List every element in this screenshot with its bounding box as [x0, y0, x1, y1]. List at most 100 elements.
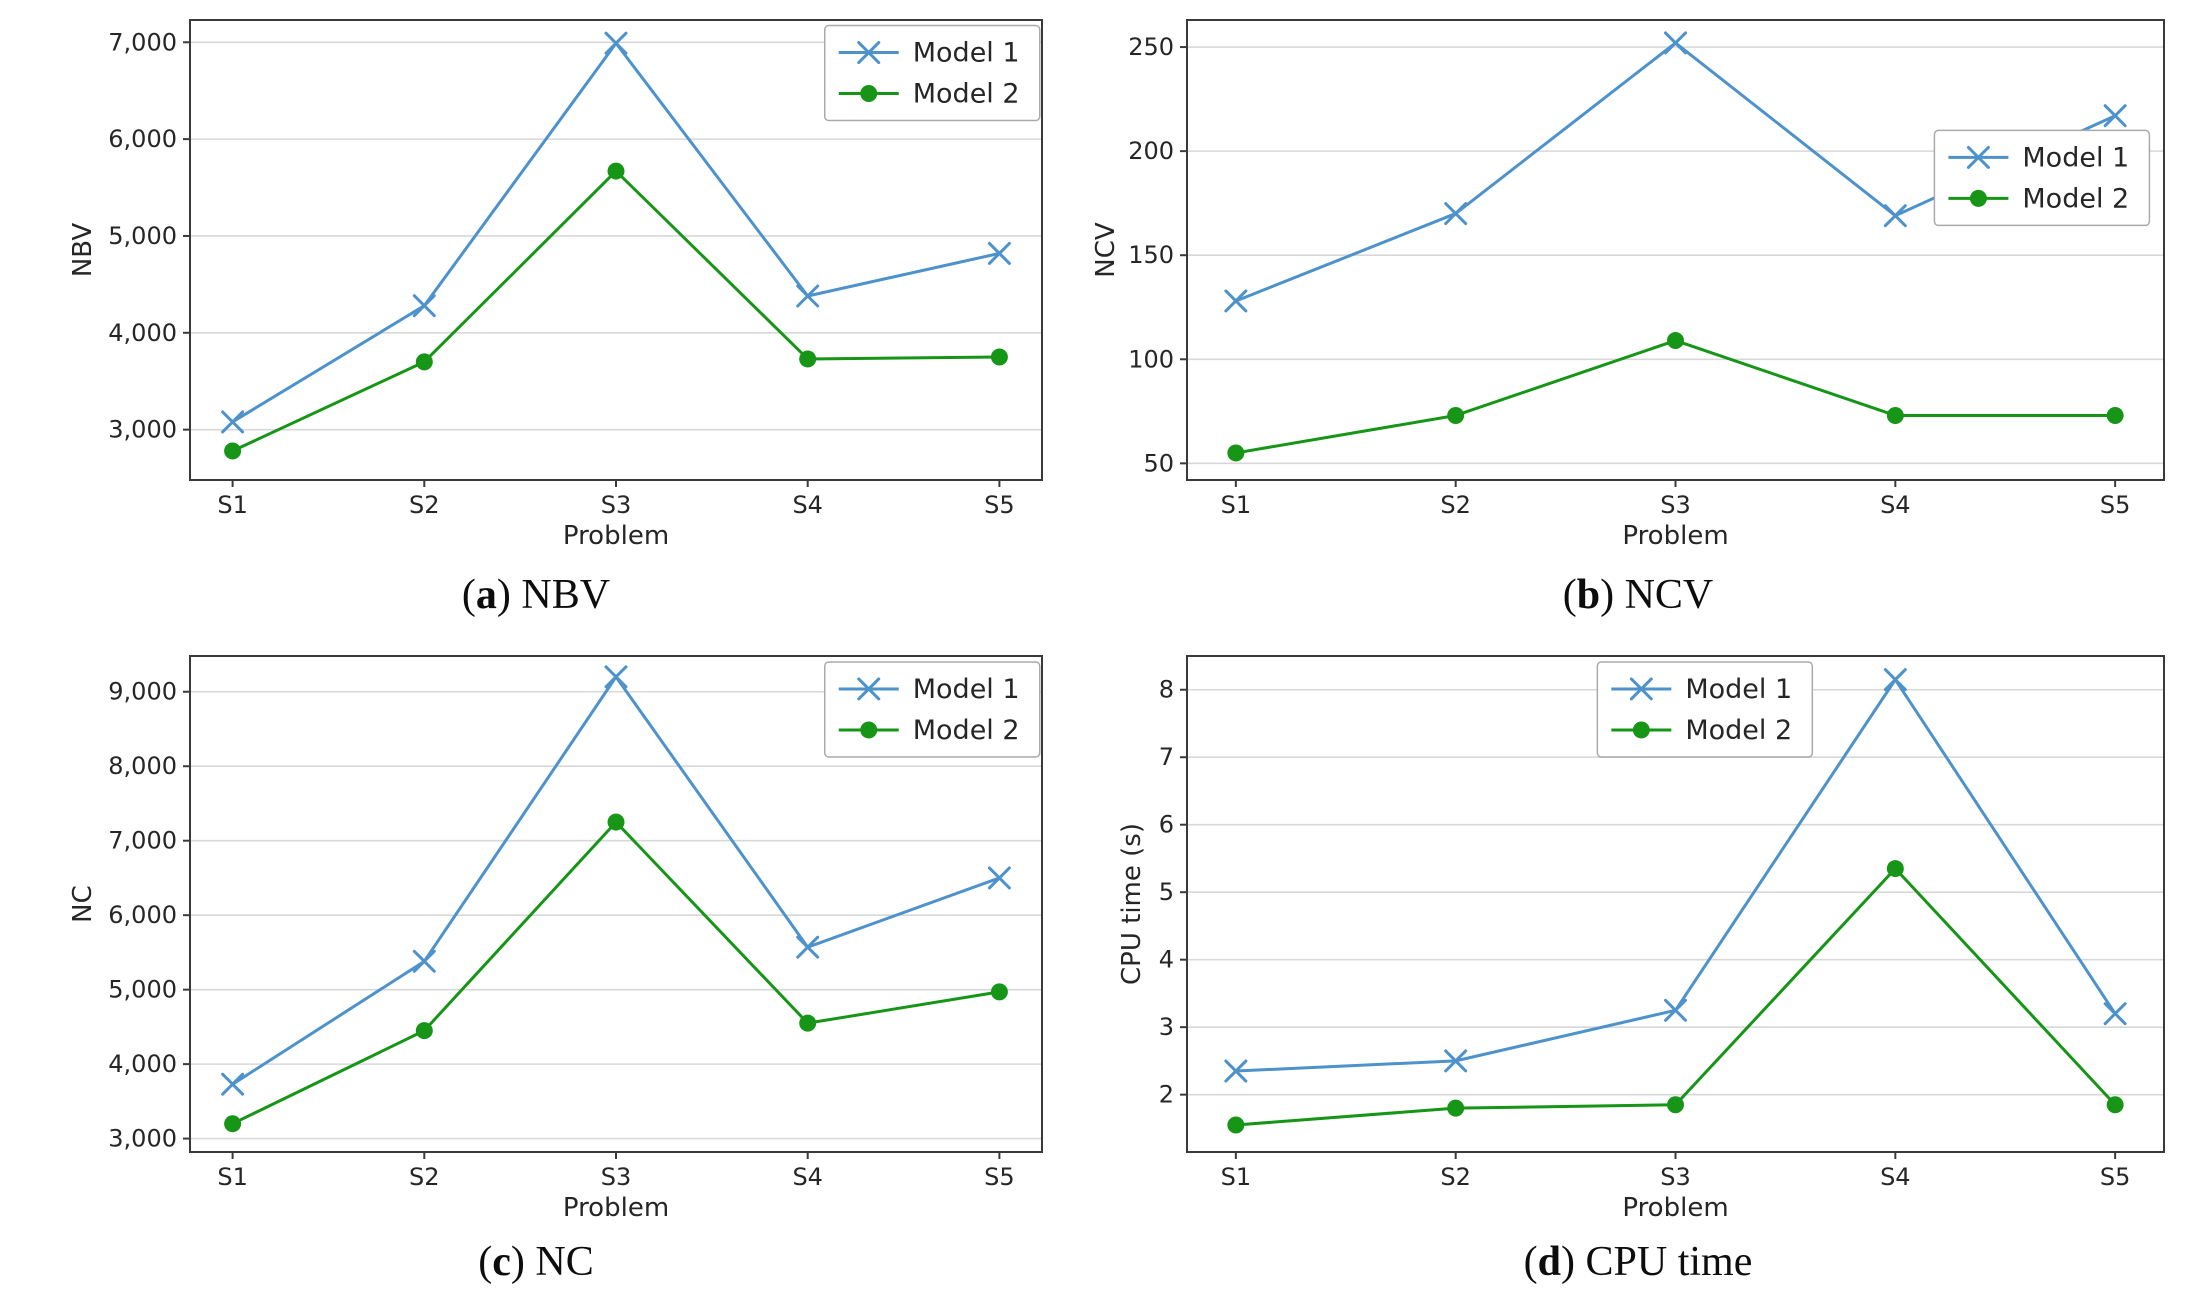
chart-d-cpu-time: 2 3 4 5 6 7 8 S1 S2 S3 S4 S5 Problem CPU time (s) Mode… — [1117, 655, 2165, 1223]
x-marker — [1224, 1059, 1248, 1083]
svg-text:3,000: 3,000 — [108, 416, 177, 444]
svg-text:7,000: 7,000 — [108, 28, 177, 56]
svg-text:S4: S4 — [792, 1163, 823, 1191]
svg-text:4,000: 4,000 — [108, 319, 177, 347]
circle-marker — [607, 813, 625, 831]
svg-text:2: 2 — [1159, 1081, 1174, 1109]
svg-text:S1: S1 — [217, 491, 248, 519]
caption-b: (b) NCV — [1072, 552, 2204, 638]
svg-text:S1: S1 — [1221, 491, 1252, 519]
y-axis-ticks: 2 3 4 5 6 7 8 — [1159, 676, 1187, 1109]
y-axis-label: NC — [68, 885, 98, 923]
x-marker — [987, 241, 1011, 265]
svg-text:5,000: 5,000 — [108, 976, 177, 1004]
svg-text:S2: S2 — [409, 1163, 440, 1191]
svg-text:7: 7 — [1159, 743, 1174, 771]
svg-text:9,000: 9,000 — [108, 678, 177, 706]
x-marker — [412, 294, 436, 318]
circle-marker — [1886, 406, 1904, 424]
caption-d-label: CPU time — [1585, 1239, 1753, 1285]
series-model-2 — [1227, 332, 2124, 462]
caption-c-paren-close: ) — [510, 1239, 536, 1285]
svg-text:250: 250 — [1128, 33, 1174, 61]
y-axis-ticks: 50 100 150 200 250 — [1128, 33, 1187, 477]
svg-text:S4: S4 — [1880, 1163, 1911, 1191]
legend-label: Model 2 — [913, 79, 1020, 110]
circle-marker — [1227, 444, 1245, 462]
svg-text:S4: S4 — [1880, 491, 1911, 519]
x-marker — [2103, 104, 2127, 128]
svg-text:6,000: 6,000 — [108, 901, 177, 929]
circle-marker — [990, 348, 1008, 366]
x-marker — [2103, 1002, 2127, 1026]
circle-marker — [860, 721, 878, 739]
svg-text:8,000: 8,000 — [108, 752, 177, 780]
legend-label: Model 1 — [913, 674, 1020, 705]
circle-marker — [990, 983, 1008, 1001]
caption-d-paren-close: ) — [1561, 1239, 1586, 1285]
circle-marker — [1447, 1099, 1465, 1117]
circle-marker — [2106, 1096, 2124, 1114]
circle-marker — [224, 1115, 242, 1133]
circle-marker — [415, 1022, 433, 1040]
svg-text:4,000: 4,000 — [108, 1050, 177, 1078]
series-model-2 — [224, 162, 1008, 460]
svg-text:8: 8 — [1159, 676, 1174, 704]
circle-marker — [1667, 332, 1684, 350]
series-model-2 — [1227, 860, 2124, 1134]
caption-a-letter: a — [475, 572, 497, 618]
circle-marker — [607, 162, 625, 180]
x-marker — [796, 935, 820, 959]
x-marker — [1966, 145, 1990, 169]
x-axis-label: Problem — [563, 1193, 669, 1223]
x-axis-ticks: S1 S2 S3 S4 S5 — [217, 1152, 1015, 1191]
y-axis-ticks: 3,000 4,000 5,000 6,000 7,000 — [108, 28, 190, 444]
caption-c-paren: ( — [478, 1239, 493, 1285]
svg-text:S3: S3 — [1660, 491, 1691, 519]
svg-text:150: 150 — [1128, 241, 1174, 269]
circle-marker — [1886, 860, 1904, 878]
svg-text:5: 5 — [1159, 878, 1174, 906]
circle-marker — [1667, 1096, 1684, 1114]
x-axis-ticks: S1 S2 S3 S4 S5 — [217, 480, 1015, 519]
series-model-1 — [1224, 668, 2127, 1083]
circle-marker — [1632, 721, 1650, 739]
caption-a-paren-close: ) — [496, 572, 522, 618]
svg-text:S3: S3 — [601, 1163, 632, 1191]
svg-text:S2: S2 — [1440, 1163, 1471, 1191]
x-marker — [1883, 668, 1907, 692]
caption-b-letter: b — [1576, 572, 1601, 618]
chart-d-figure: 2 3 4 5 6 7 8 S1 S2 S3 S4 S5 Problem CPU time (s) Mode… — [1072, 638, 2204, 1228]
svg-text:3,000: 3,000 — [108, 1125, 177, 1153]
legend-label: Model 2 — [913, 715, 1020, 746]
chart-b-figure: 50 100 150 200 250 S1 S2 S3 S4 S5 Problem NCV Model … — [1072, 0, 2204, 552]
y-axis-label: NBV — [68, 223, 98, 277]
chart-a-figure: 3,000 4,000 5,000 6,000 7,000 S1 S2 S3 S4 S5 Probl… — [0, 0, 1072, 552]
legend-label: Model 1 — [2022, 142, 2129, 173]
y-axis-label: CPU time (s) — [1117, 823, 1147, 985]
chart-b-ncv: 50 100 150 200 250 S1 S2 S3 S4 S5 Problem NCV Model … — [1091, 19, 2165, 551]
x-marker — [604, 665, 628, 689]
x-marker — [1629, 677, 1653, 701]
caption-d: (d) CPU time — [1072, 1228, 2204, 1296]
series-model-1 — [221, 665, 1011, 1096]
legend-label: Model 1 — [1685, 674, 1792, 705]
svg-text:S3: S3 — [1660, 1163, 1691, 1191]
x-marker — [1883, 204, 1907, 228]
caption-d-paren: ( — [1523, 1239, 1538, 1285]
circle-marker — [860, 85, 878, 103]
x-axis-ticks: S1 S2 S3 S4 S5 — [1221, 480, 2130, 519]
svg-text:4: 4 — [1159, 946, 1174, 974]
x-marker — [857, 41, 881, 65]
plot-border — [1186, 19, 2165, 481]
x-axis-label: Problem — [1622, 1193, 1728, 1223]
legend: Model 1 Model 2 — [1933, 129, 2151, 227]
x-marker — [1444, 1049, 1468, 1073]
svg-text:S4: S4 — [792, 491, 823, 519]
x-marker — [1664, 31, 1687, 55]
caption-b-label: NCV — [1624, 572, 1714, 618]
x-marker — [221, 410, 245, 434]
legend: Model 1 Model 2 — [823, 24, 1041, 122]
